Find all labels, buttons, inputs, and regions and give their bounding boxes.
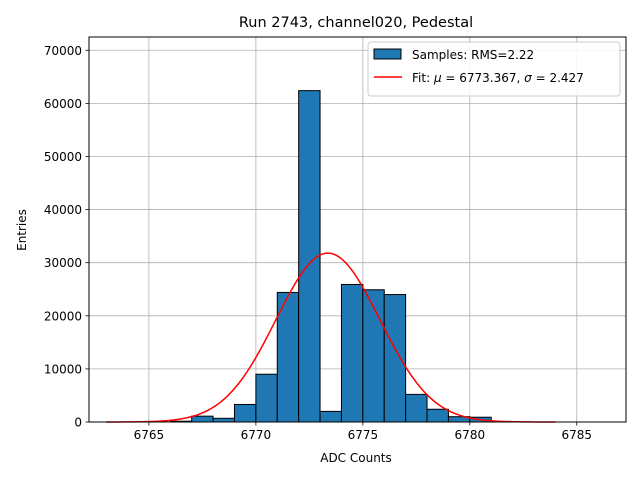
histogram-bar (233, 403, 257, 423)
y-tick-label: 70000 (44, 44, 82, 58)
x-ticks: 6765 6770 6775 6780 6785 (134, 422, 592, 442)
histogram-bar (426, 408, 449, 423)
legend-fit-label: Fit: μ = 6773.367, σ = 2.427 (412, 71, 584, 85)
y-axis-label: Entries (15, 209, 29, 251)
x-tick-label: 6785 (562, 428, 593, 442)
histogram-bar (212, 417, 235, 423)
histogram-bar (319, 410, 342, 423)
y-tick-label: 50000 (44, 150, 82, 164)
histogram-bar (362, 289, 385, 423)
x-tick-label: 6775 (348, 428, 379, 442)
y-tick-label: 30000 (44, 256, 82, 270)
histogram-bars (169, 90, 492, 423)
histogram-bar (340, 283, 364, 423)
x-axis-label: ADC Counts (320, 451, 392, 465)
legend-bar-swatch (373, 48, 402, 60)
histogram-bar (383, 294, 407, 423)
y-ticks: 0 10000 20000 30000 40000 50000 60000 70000 (44, 44, 89, 430)
grid (89, 37, 626, 423)
legend-samples-label: Samples: RMS=2.22 (412, 48, 534, 62)
histogram-bar (255, 373, 278, 423)
chart-title: Run 2743, channel020, Pedestal (239, 15, 473, 31)
y-tick-label: 0 (74, 416, 82, 430)
legend-box (367, 41, 621, 97)
y-tick-label: 60000 (44, 97, 82, 111)
y-tick-label: 20000 (44, 309, 82, 323)
y-tick-label: 40000 (44, 203, 82, 217)
y-tick-label: 10000 (44, 362, 82, 376)
x-tick-label: 6770 (241, 428, 272, 442)
histogram-bar (191, 415, 214, 423)
x-tick-label: 6765 (134, 428, 165, 442)
x-tick-label: 6780 (455, 428, 486, 442)
axes-frame (88, 36, 627, 423)
fit-curve (106, 252, 556, 423)
histogram-bar (405, 393, 428, 423)
legend: Samples: RMS=2.22 Fit: μ = 6773.367, σ =… (367, 41, 621, 97)
